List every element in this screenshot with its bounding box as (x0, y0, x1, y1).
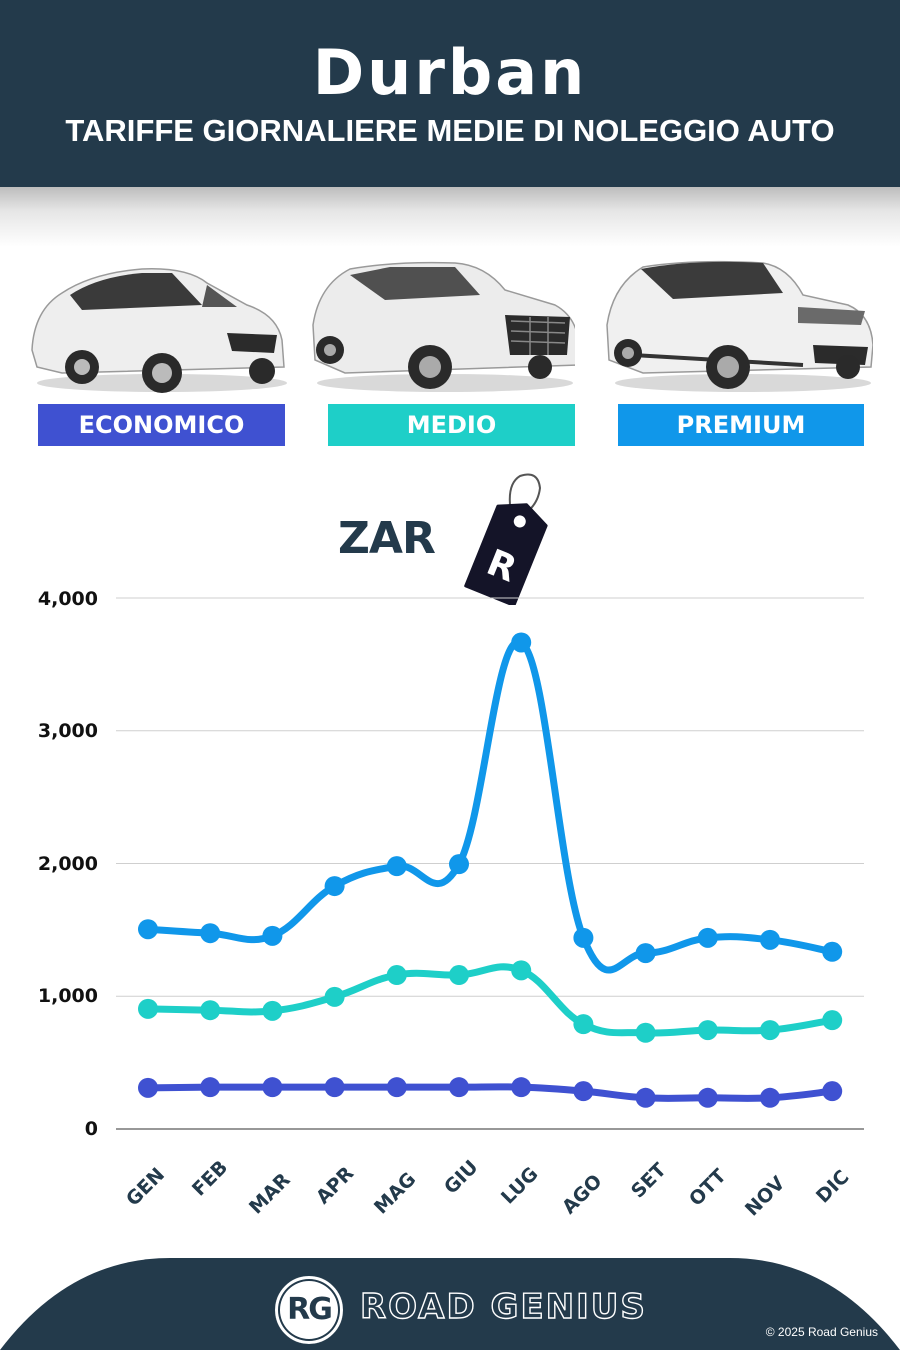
data-point (635, 1022, 656, 1043)
data-point (262, 1077, 283, 1098)
y-tick-label: 1,000 (37, 985, 98, 1007)
y-tick-label: 3,000 (37, 720, 98, 742)
currency-label: ZAR (338, 513, 436, 564)
header-shadow (0, 187, 900, 247)
data-point (262, 925, 283, 946)
data-point (822, 941, 843, 962)
data-point (511, 632, 532, 653)
data-point (573, 1081, 594, 1102)
data-point (449, 854, 469, 875)
premium-car-image (603, 255, 874, 395)
economy-car-image (22, 255, 292, 395)
data-point (138, 998, 158, 1019)
data-point (386, 965, 407, 986)
data-point (635, 1087, 656, 1108)
data-point (386, 856, 407, 877)
data-point (760, 929, 780, 950)
series-economico (138, 1077, 843, 1108)
data-point (635, 943, 656, 964)
data-point (449, 1077, 469, 1098)
data-point (200, 1000, 221, 1021)
data-point (324, 986, 345, 1007)
series-line (144, 963, 836, 1037)
data-point (262, 1000, 283, 1021)
data-point (200, 1077, 221, 1098)
legend-premium: PREMIUM (618, 404, 864, 446)
legend-economico: ECONOMICO (38, 404, 285, 446)
data-point (324, 1077, 345, 1098)
line-chart: 4,000 3,000 2,000 1,000 0 GEN FEB MAR AP… (0, 580, 900, 1221)
data-point (511, 1077, 532, 1098)
y-tick-label: 0 (84, 1118, 98, 1140)
series-premium (138, 632, 843, 974)
copyright-text: © 2025 Road Genius (765, 1325, 878, 1339)
data-point (324, 876, 345, 897)
data-point (138, 919, 158, 940)
data-point (697, 1020, 718, 1041)
series-line (144, 1083, 836, 1102)
y-tick-label: 4,000 (37, 588, 98, 610)
y-tick-label: 2,000 (37, 853, 98, 875)
series-line (144, 638, 836, 974)
data-point (760, 1020, 780, 1041)
data-point (573, 1014, 594, 1035)
page-subtitle: TARIFFE GIORNALIERE MEDIE DI NOLEGGIO AU… (65, 113, 835, 148)
data-point (511, 960, 532, 981)
data-point (822, 1081, 843, 1102)
data-point (138, 1077, 158, 1098)
page-title: Durban (312, 36, 588, 109)
data-point (697, 1087, 718, 1108)
data-point (573, 927, 594, 948)
series-medio (138, 960, 843, 1043)
footer-background (0, 1258, 900, 1350)
data-point (697, 927, 718, 948)
midsize-car-image (305, 255, 580, 395)
data-point (386, 1077, 407, 1098)
data-point (200, 923, 221, 944)
brand-name: ROAD GENIUS (359, 1286, 647, 1327)
legend-medio: MEDIO (328, 404, 575, 446)
data-point (760, 1087, 780, 1108)
data-point (822, 1010, 843, 1031)
footer: RG ROAD GENIUS © 2025 Road Genius (0, 1258, 900, 1350)
price-tag-icon: R (464, 473, 548, 605)
header-banner: Durban TARIFFE GIORNALIERE MEDIE DI NOLE… (0, 0, 900, 187)
plot-area (116, 597, 864, 1130)
data-point (449, 965, 469, 986)
road-genius-logo: RG (273, 1274, 345, 1346)
